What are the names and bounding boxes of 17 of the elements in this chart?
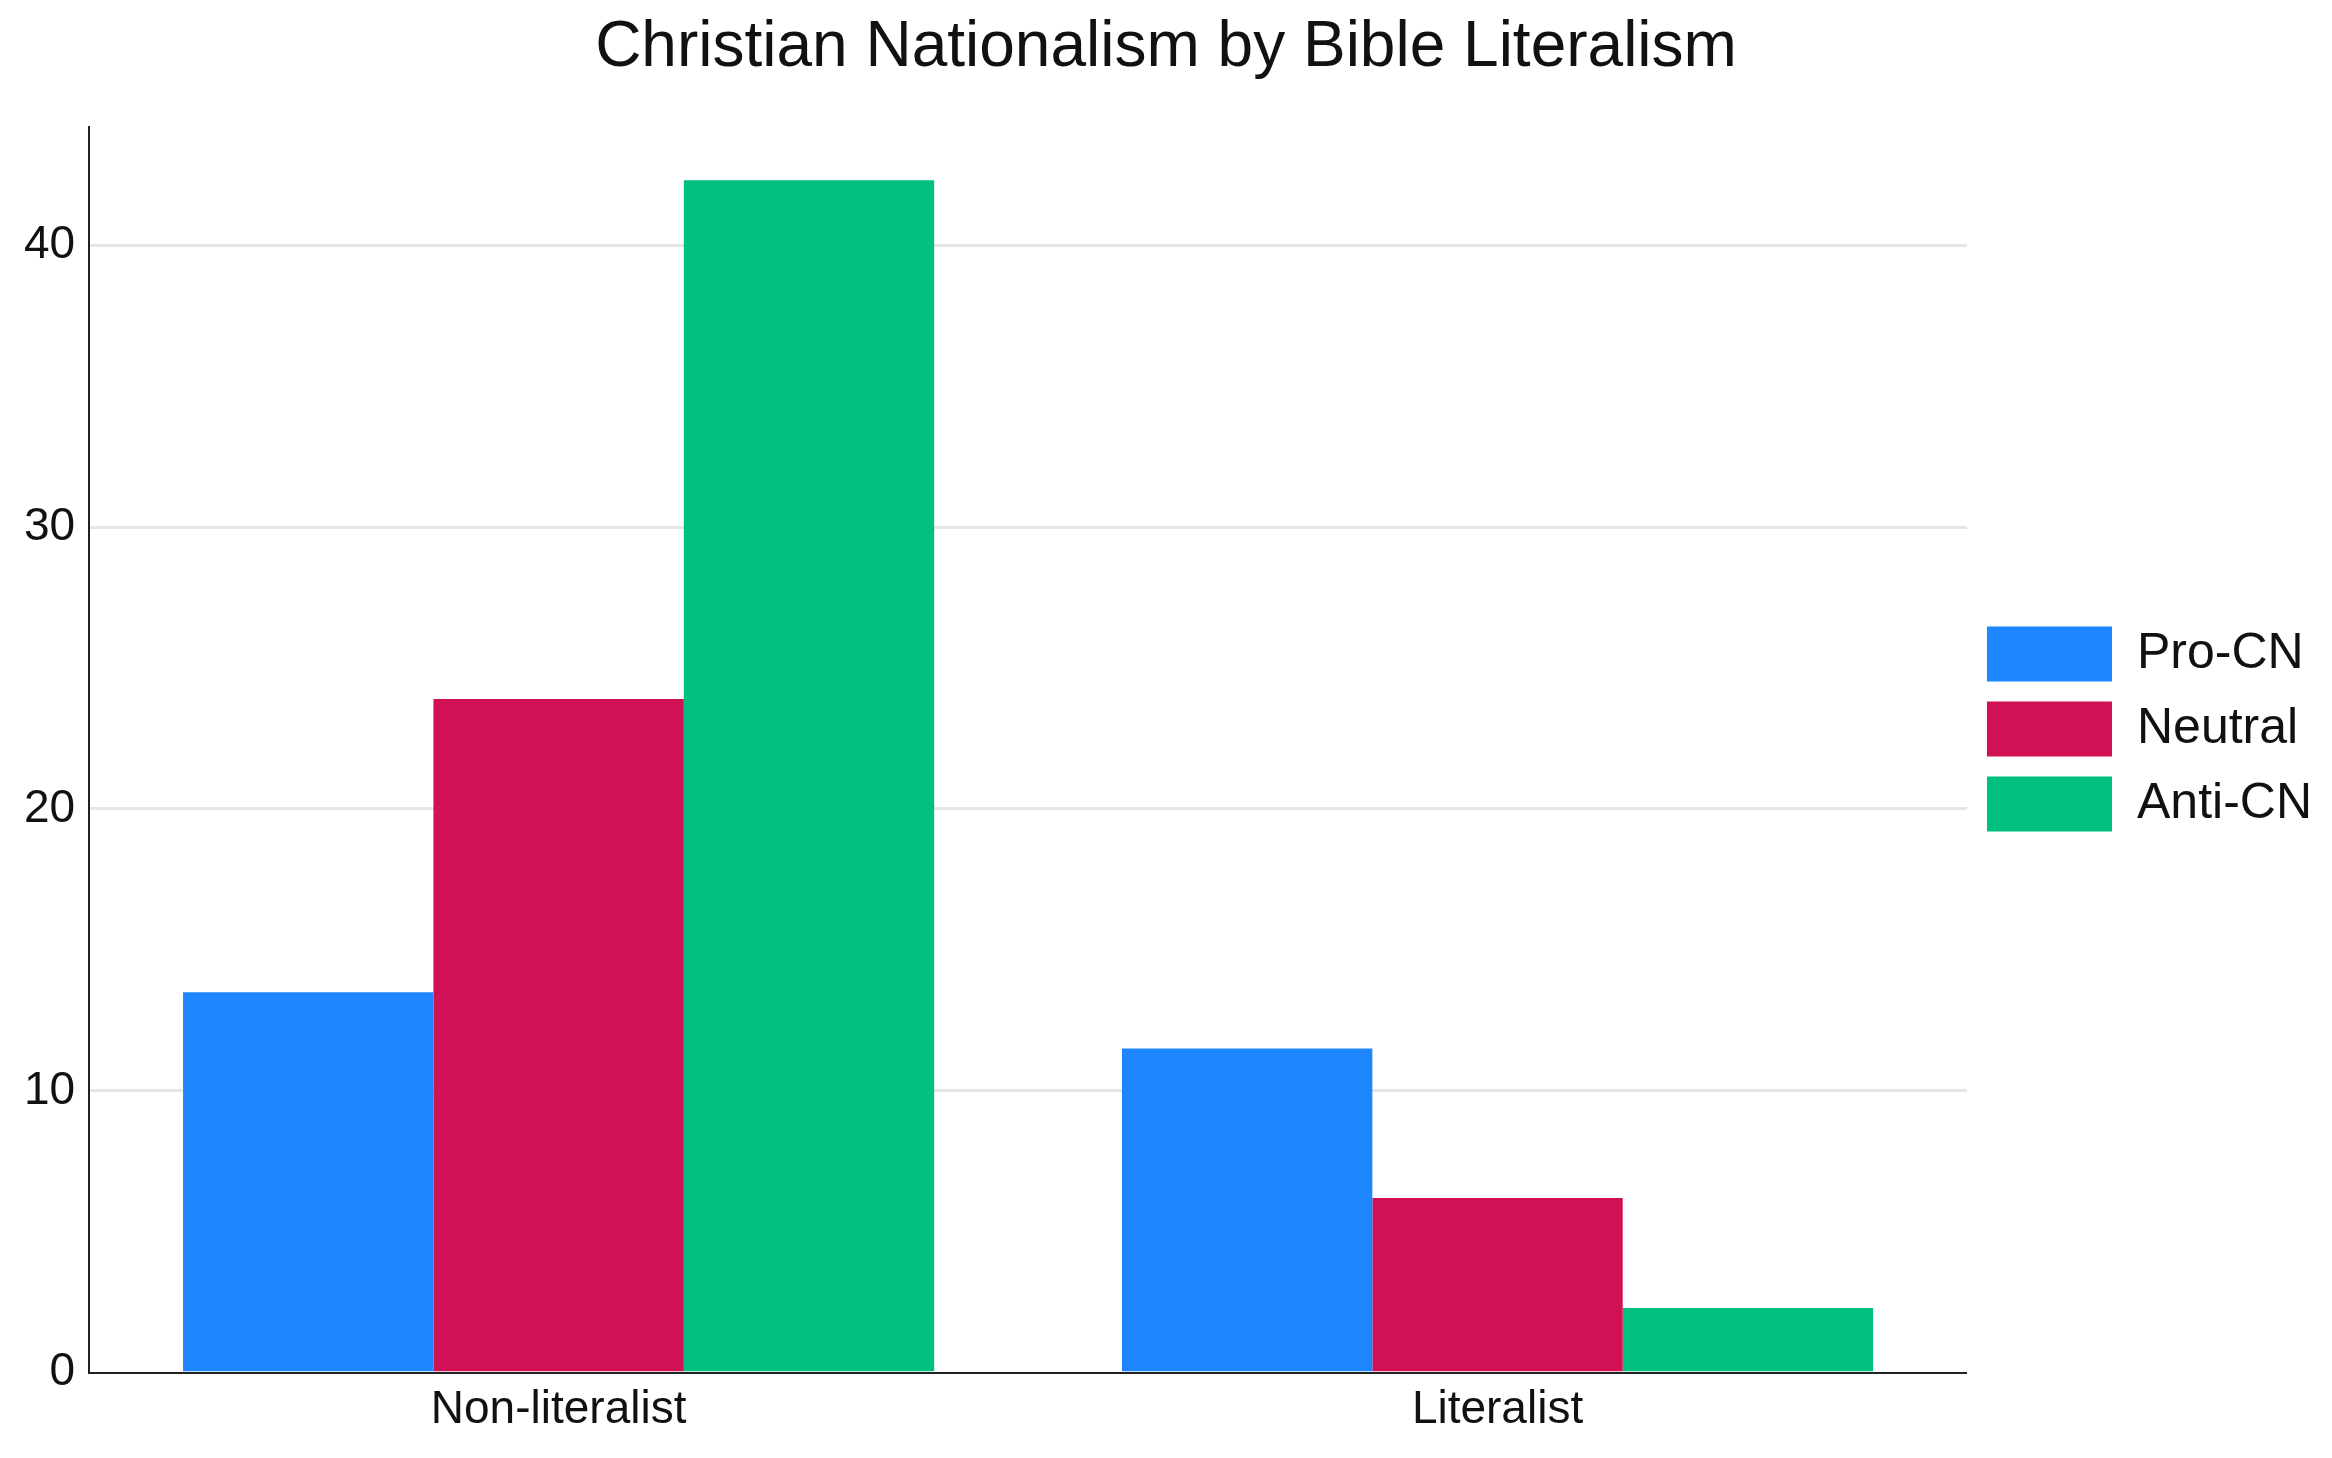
y-tick-label: 30: [23, 497, 76, 550]
chart-title: Christian Nationalism by Bible Literalism: [595, 8, 1737, 81]
legend-label: Pro-CN: [2136, 622, 2304, 679]
legend-label: Anti-CN: [2136, 772, 2313, 829]
y-tick-label: 0: [49, 1343, 76, 1396]
y-tick-label: 40: [23, 215, 76, 268]
x-tick-label: Non-literalist: [430, 1381, 687, 1434]
bar: [1372, 1198, 1623, 1372]
x-tick-label: Literalist: [1411, 1381, 1584, 1434]
bar: [183, 992, 434, 1372]
bar: [683, 180, 935, 1372]
bar: [433, 699, 684, 1372]
bar: [1622, 1307, 1874, 1372]
y-tick-label: 10: [23, 1061, 76, 1114]
y-tick-label: 20: [23, 779, 76, 832]
legend-label: Neutral: [2136, 697, 2299, 754]
bar: [1121, 1048, 1373, 1372]
